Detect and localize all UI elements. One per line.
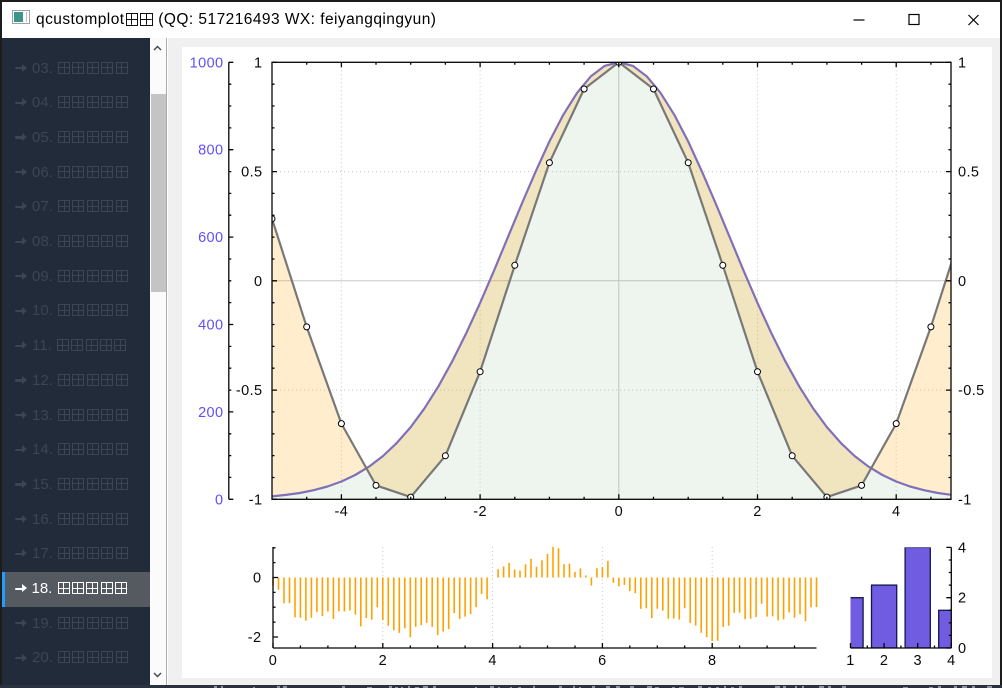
svg-text:4: 4 [947,653,955,669]
svg-text:-2: -2 [473,504,487,520]
svg-text:800: 800 [198,143,223,159]
svg-text:1: 1 [254,55,262,71]
svg-text:4: 4 [892,504,900,520]
svg-text:2: 2 [879,653,887,669]
svg-text:8: 8 [707,653,715,669]
svg-text:-0.5: -0.5 [235,383,262,399]
svg-text:0: 0 [254,274,262,290]
svg-text:0.5: 0.5 [958,165,979,181]
svg-text:1: 1 [958,55,966,71]
svg-text:1: 1 [846,653,854,669]
svg-text:6: 6 [598,653,606,669]
svg-text:-2: -2 [247,630,261,646]
svg-text:0: 0 [268,653,276,669]
svg-text:400: 400 [198,318,223,334]
svg-text:-1: -1 [958,492,972,508]
svg-text:2: 2 [753,504,761,520]
svg-text:0: 0 [215,492,223,508]
svg-text:3: 3 [913,653,921,669]
svg-text:-4: -4 [334,504,348,520]
svg-text:4: 4 [488,653,496,669]
svg-text:0: 0 [958,641,966,657]
svg-text:0: 0 [614,504,622,520]
svg-text:-1: -1 [248,492,262,508]
svg-text:200: 200 [198,405,223,421]
svg-text:4: 4 [958,540,966,556]
svg-text:600: 600 [198,230,223,246]
svg-text:-0.5: -0.5 [958,383,985,399]
svg-text:0.5: 0.5 [241,165,262,181]
svg-text:2: 2 [378,653,386,669]
svg-text:2: 2 [958,591,966,607]
svg-text:0: 0 [958,274,966,290]
svg-text:0: 0 [253,571,261,587]
svg-text:1000: 1000 [189,55,223,71]
